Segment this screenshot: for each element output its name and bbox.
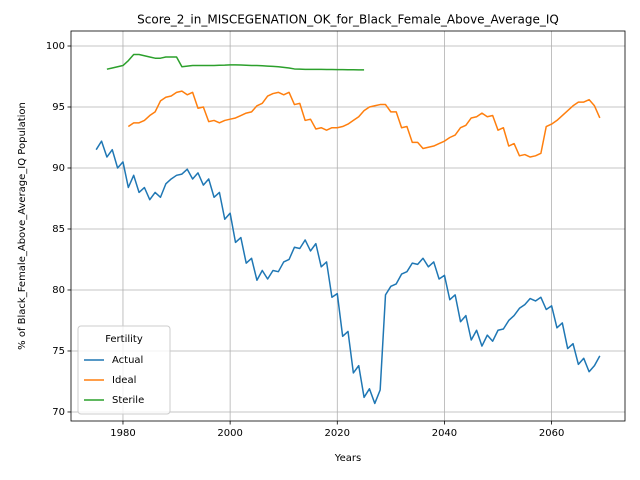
x-tick-label: 2060 [539,428,564,439]
axes-frame [70,30,626,422]
legend-label: Actual [112,355,143,366]
y-tick-label: 100 [46,41,65,52]
x-tick-label: 2040 [432,428,457,439]
line-series [95,140,601,405]
y-tick-label: 90 [52,163,65,174]
legend: Fertility Actual Ideal Sterile [77,325,171,415]
x-tick-label: 1980 [110,428,135,439]
chart-title: Score_2_in_MISCEGENATION_OK_for_Black_Fe… [137,13,559,27]
x-tick-label: 2020 [325,428,350,439]
legend-box [77,325,171,415]
y-tick-label: 80 [52,285,65,296]
legend-title: Fertility [105,334,143,345]
x-axis-label: Years [334,453,361,464]
y-tick-label: 95 [52,102,65,113]
line-series [106,53,365,71]
y-axis-label: % of Black_Female_Above_Average_IQ Popul… [17,102,28,350]
legend-label: Ideal [112,375,136,386]
y-tick-label: 75 [52,346,65,357]
y-tick-label: 85 [52,224,65,235]
x-tick-label: 2000 [217,428,242,439]
line-series [127,90,601,158]
legend-label: Sterile [112,395,144,406]
grid [71,31,625,421]
y-tick-label: 70 [52,407,65,418]
plot-area [95,53,601,405]
